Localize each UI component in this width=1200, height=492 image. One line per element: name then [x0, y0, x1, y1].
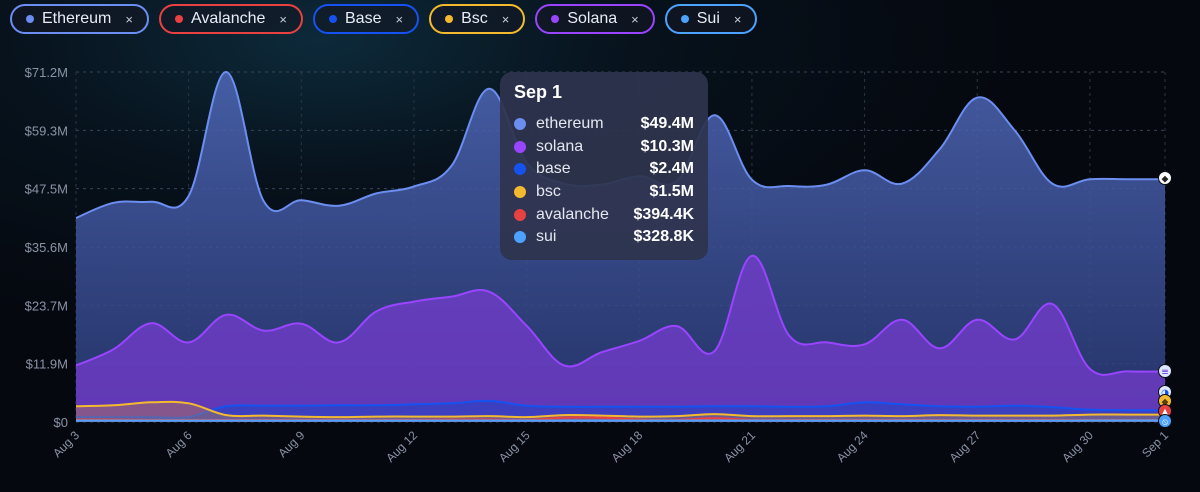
- chip-label: Bsc: [461, 10, 488, 27]
- filter-chip-ethereum[interactable]: Ethereum ×: [10, 4, 149, 34]
- tooltip-dot-icon: [514, 231, 526, 244]
- x-tick-label: Aug 24: [834, 428, 871, 465]
- chip-dot-icon: [680, 15, 689, 23]
- svg-text:⦸: ⦸: [1162, 418, 1168, 428]
- filter-chip-solana[interactable]: Solana ×: [535, 4, 655, 34]
- tooltip-series-name: ethereum: [536, 115, 604, 133]
- tooltip-dot-icon: [514, 118, 526, 131]
- end-markers: ◆≡◑◆▲⦸: [1158, 171, 1172, 428]
- tooltip-row-solana: solana $10.3M: [514, 136, 694, 159]
- hover-tooltip: Sep 1 ethereum $49.4M solana $10.3M base $2.4…: [500, 72, 708, 260]
- svg-text:◑: ◑: [1161, 389, 1169, 399]
- series-line-bsc: [75, 400, 1165, 419]
- chip-dot-icon: [174, 15, 183, 23]
- chip-label: Solana: [567, 10, 618, 27]
- x-tick-label: Aug 12: [383, 428, 420, 465]
- tooltip-series-name: sui: [536, 228, 557, 246]
- chip-remove-icon[interactable]: ×: [733, 11, 742, 27]
- y-tick-label: $11.9M: [26, 357, 68, 372]
- x-tick-label: Sep 1: [1139, 428, 1171, 460]
- chip-remove-icon[interactable]: ×: [501, 11, 510, 27]
- chip-dot-icon: [445, 15, 454, 23]
- solana-logo-icon: ≡: [1158, 364, 1172, 378]
- tooltip-series-value: $1.5M: [649, 183, 694, 201]
- y-tick-label: $35.6M: [25, 240, 68, 255]
- x-tick-label: Aug 21: [721, 428, 758, 465]
- chip-dot-icon: [551, 15, 560, 23]
- tooltip-dot-icon: [514, 140, 526, 153]
- tooltip-dot-icon: [514, 186, 526, 199]
- filter-chip-avalanche[interactable]: Avalanche ×: [158, 4, 303, 34]
- x-axis: Aug 3 Aug 6 Aug 9 Aug 12 Aug 15 Aug 18 Aug 21 A…: [50, 428, 1171, 465]
- tooltip-series-value: $394.4K: [633, 205, 695, 223]
- tooltip-row-bsc: bsc $1.5M: [514, 181, 694, 204]
- filter-chip-bsc[interactable]: Bsc ×: [429, 4, 526, 34]
- x-tick-label: Aug 18: [609, 428, 646, 465]
- svg-text:▲: ▲: [1162, 408, 1169, 418]
- y-tick-label: $59.3M: [25, 123, 68, 138]
- series-line-base: [75, 399, 1166, 419]
- tooltip-series-name: base: [536, 160, 571, 178]
- chip-remove-icon[interactable]: ×: [395, 11, 404, 27]
- y-tick-label: $47.5M: [25, 182, 68, 197]
- svg-text:◆: ◆: [1162, 175, 1169, 185]
- x-tick-label: Aug 6: [163, 428, 195, 460]
- series-line-solana: [75, 254, 1166, 376]
- tooltip-dot-icon: [514, 208, 526, 221]
- tooltip-row-ethereum: ethereum $49.4M: [514, 113, 694, 136]
- chip-remove-icon[interactable]: ×: [125, 11, 133, 27]
- chip-label: Avalanche: [190, 10, 266, 27]
- chip-label: Base: [345, 10, 382, 27]
- y-tick-label: $71.2M: [25, 65, 68, 80]
- y-axis: $0 $11.9M $23.7M $35.6M $47.5M $59.3M $71.2M: [25, 65, 68, 430]
- tooltip-series-value: $2.4M: [649, 160, 694, 178]
- filter-chip-base[interactable]: Base ×: [313, 4, 420, 34]
- tooltip-series-value: $49.4M: [640, 115, 694, 133]
- y-tick-label: $23.7M: [25, 298, 68, 313]
- y-tick-label: $0: [54, 415, 68, 430]
- x-tick-label: Aug 30: [1059, 428, 1096, 465]
- avalanche-logo-icon: ▲: [1158, 404, 1172, 418]
- tooltip-row-base: base $2.4M: [514, 158, 694, 181]
- x-tick-label: Aug 15: [496, 428, 533, 465]
- chip-dot-icon: [329, 15, 337, 23]
- tooltip-series-name: avalanche: [536, 205, 609, 223]
- tooltip-rows: ethereum $49.4M solana $10.3M base $2.4M bsc $1…: [514, 113, 694, 249]
- sui-logo-icon: ⦸: [1158, 414, 1172, 428]
- svg-text:◆: ◆: [1162, 398, 1169, 408]
- tooltip-row-sui: sui $328.8K: [514, 226, 694, 249]
- tooltip-row-avalanche: avalanche $394.4K: [514, 203, 694, 226]
- chain-filter-bar: Ethereum × Avalanche × Base × Bsc × Solana × Sui ×: [10, 4, 758, 34]
- svg-text:≡: ≡: [1161, 368, 1169, 378]
- chip-remove-icon[interactable]: ×: [631, 11, 639, 27]
- chip-remove-icon[interactable]: ×: [279, 11, 287, 27]
- area-solana: [76, 255, 1165, 422]
- x-tick-label: Aug 27: [947, 428, 984, 465]
- x-tick-label: Aug 3: [50, 428, 82, 460]
- filter-chip-sui[interactable]: Sui ×: [664, 4, 758, 34]
- tooltip-series-name: bsc: [536, 183, 561, 201]
- tooltip-date: Sep 1: [514, 82, 563, 102]
- tooltip-dot-icon: [514, 163, 526, 176]
- chip-label: Ethereum: [42, 10, 112, 27]
- tooltip-series-value: $328.8K: [633, 228, 695, 246]
- chip-dot-icon: [26, 15, 34, 23]
- x-tick-label: Aug 9: [275, 428, 307, 460]
- ethereum-logo-icon: ◆: [1158, 171, 1172, 185]
- tooltip-series-name: solana: [536, 137, 584, 155]
- chip-label: Sui: [696, 10, 720, 27]
- tooltip-series-value: $10.3M: [640, 137, 694, 155]
